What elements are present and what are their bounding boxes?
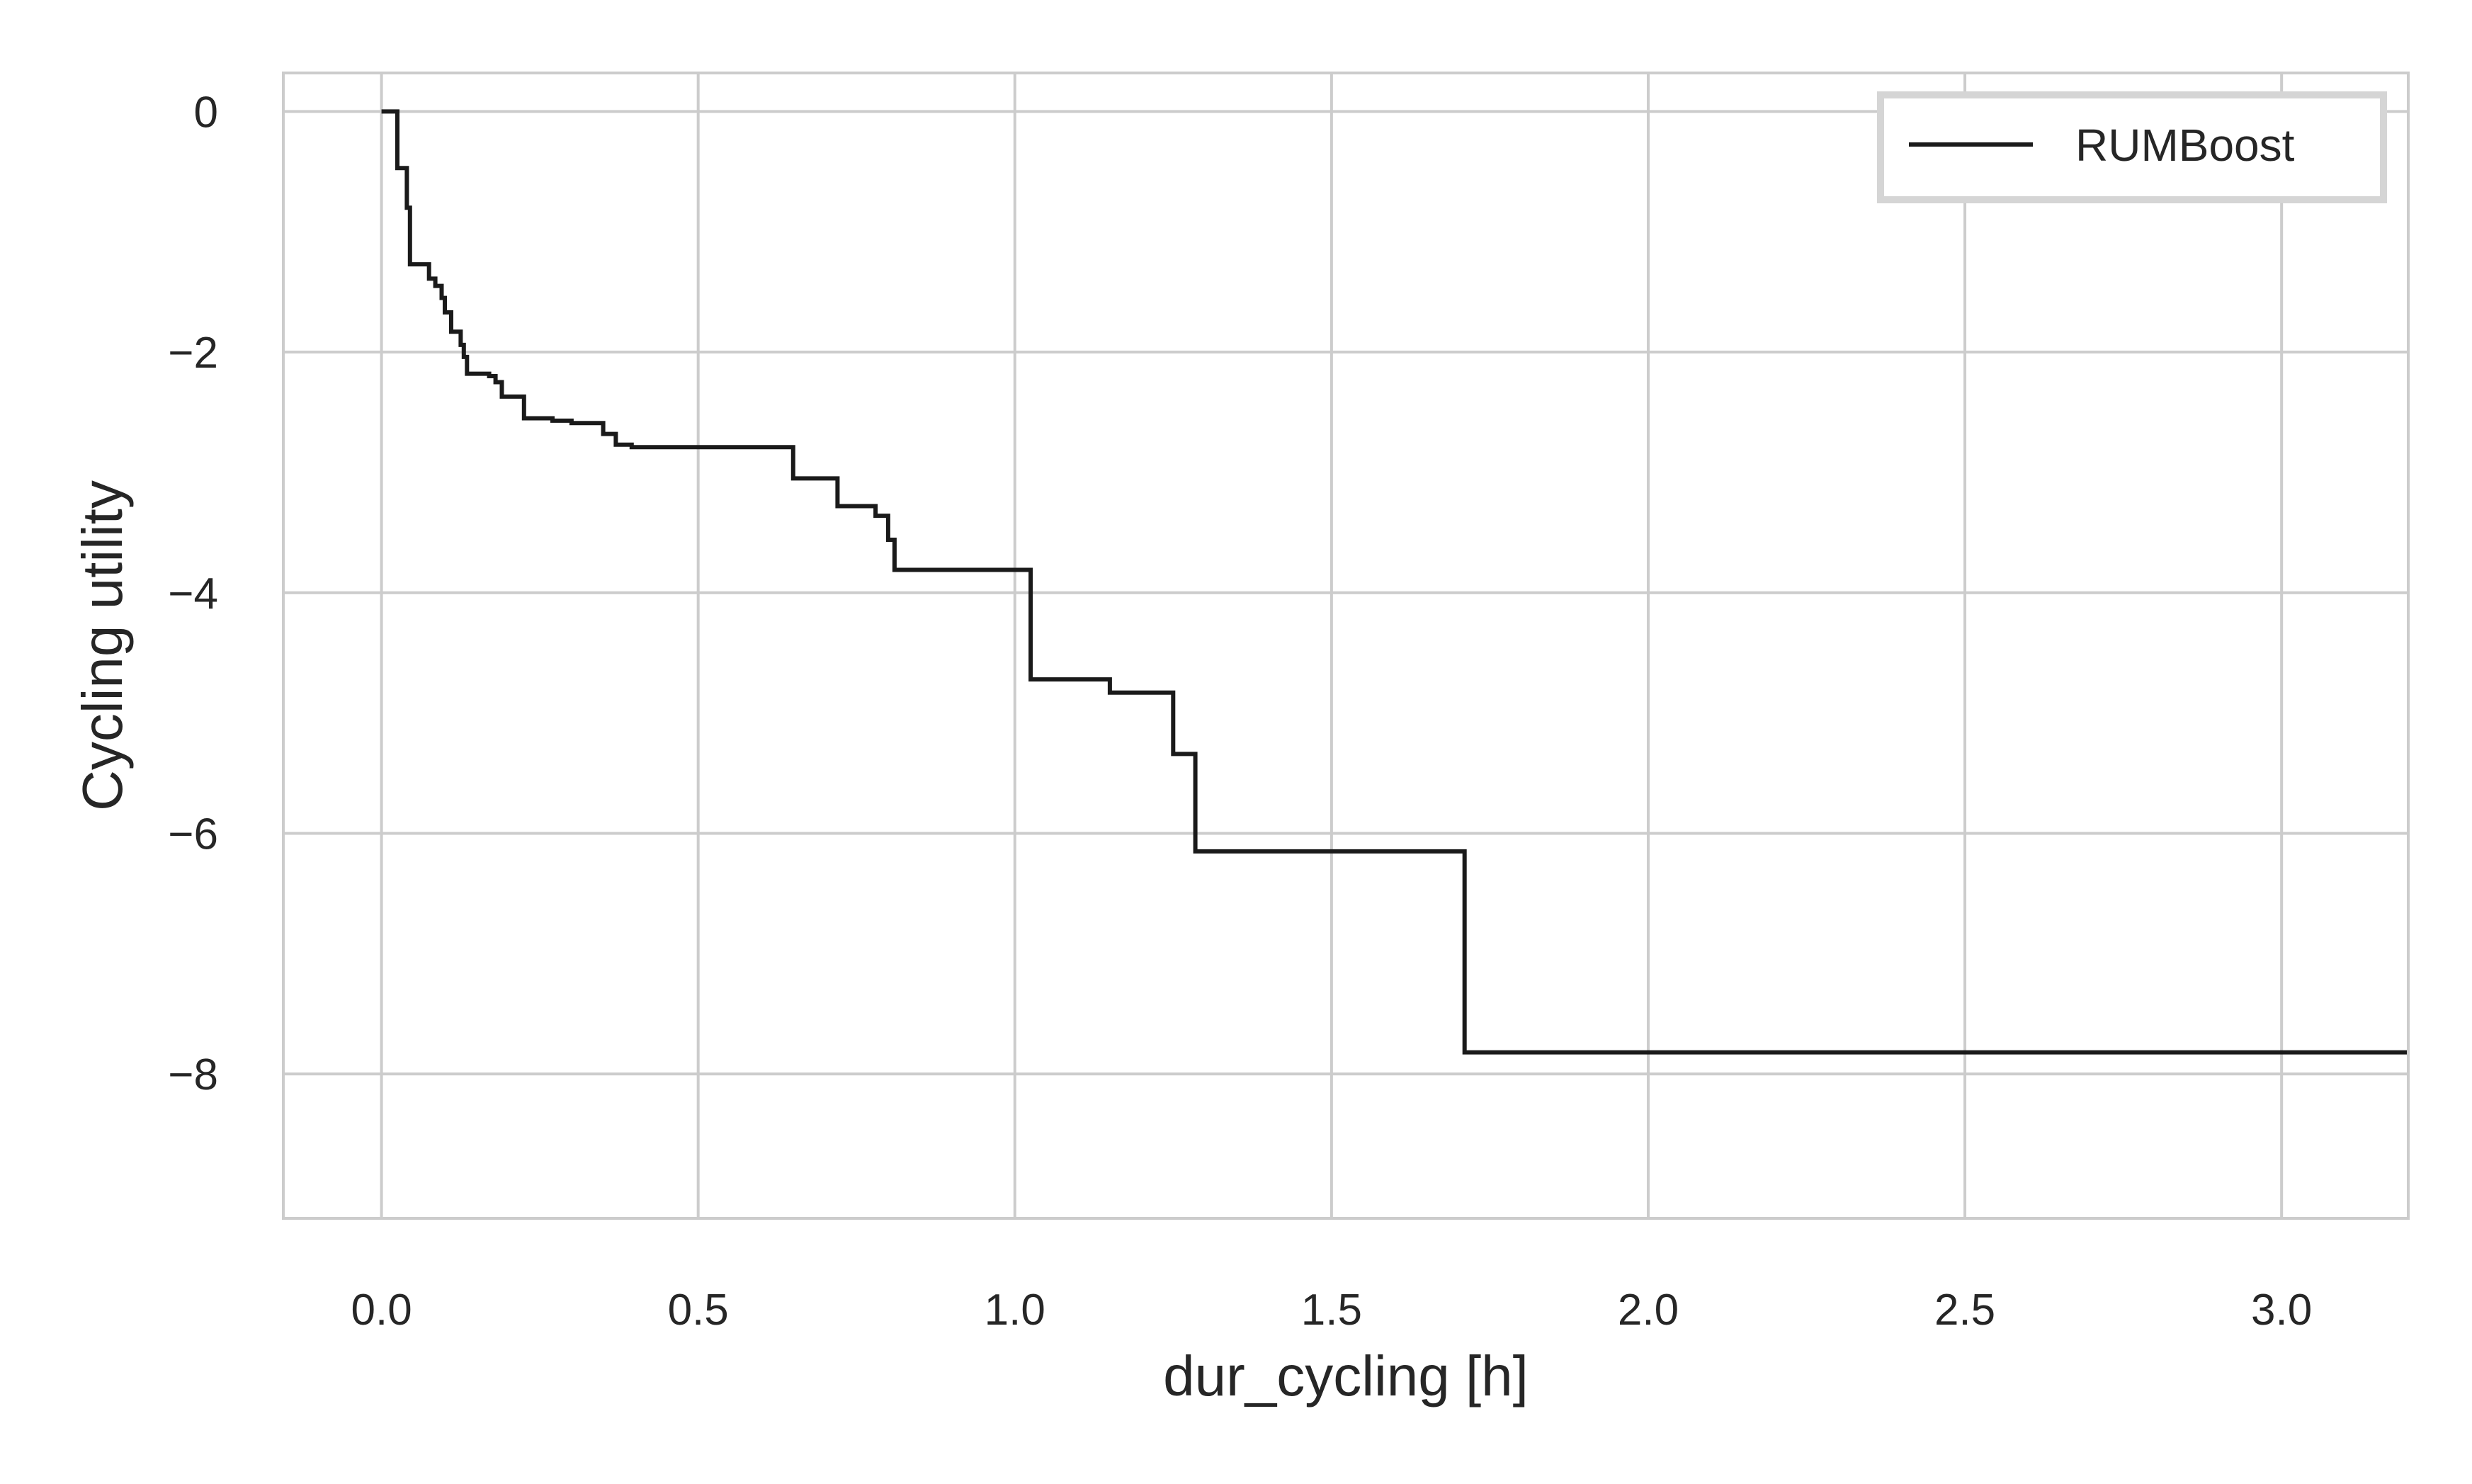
x-tick-label: 0.5: [668, 1286, 729, 1335]
x-tick-label: 1.5: [1301, 1286, 1362, 1335]
x-tick-label: 3.0: [2251, 1286, 2312, 1335]
x-tick-label: 0.0: [351, 1286, 412, 1335]
y-tick-labels: 0 −2 −4 −6 −8: [168, 88, 218, 1099]
legend-label: RUMBoost: [2075, 120, 2295, 171]
legend-box: [1877, 91, 2387, 203]
x-tick-label: 2.5: [1934, 1286, 1995, 1335]
y-tick-label: 0: [194, 88, 218, 137]
legend[interactable]: RUMBoost: [1877, 91, 2387, 203]
y-tick-label: −6: [168, 810, 218, 859]
x-tick-labels: 0.0 0.5 1.0 1.5 2.0 2.5 3.0: [351, 1286, 2312, 1335]
series-line-rumboost: [381, 109, 2408, 1055]
grid: [283, 73, 2408, 1218]
x-tick-label: 2.0: [1618, 1286, 1679, 1335]
series-layer: [381, 109, 2408, 1055]
x-tick-label: 1.0: [985, 1286, 1045, 1335]
plot-frame: [282, 72, 2410, 1220]
y-tick-label: −4: [168, 570, 218, 618]
y-tick-label: −8: [168, 1050, 218, 1099]
y-axis-label: Cycling utility: [71, 480, 134, 811]
x-axis-label: dur_cycling [h]: [1163, 1344, 1529, 1407]
plot-border: [282, 72, 2410, 1220]
y-tick-label: −2: [168, 329, 218, 378]
